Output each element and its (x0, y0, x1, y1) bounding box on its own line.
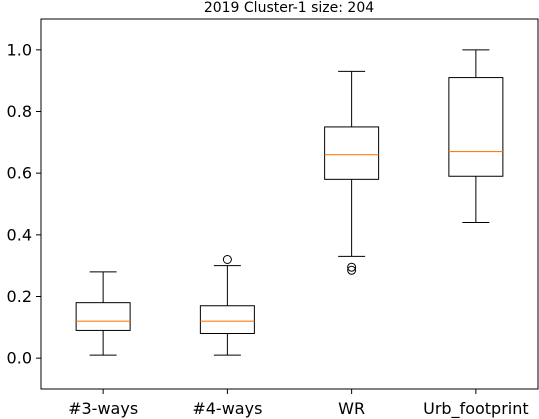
outlier-point (347, 262, 357, 272)
chart-title: 2019 Cluster-1 size: 204 (204, 0, 374, 16)
plot-area: 0.0 0.2 0.4 0.6 0.8 1.0 #3-ways #4-ways WR Urb_fo… (7, 40, 529, 419)
y-tick-label: 0.8 (7, 102, 32, 121)
box-wr (324, 126, 380, 180)
x-tick-label: #3-ways (68, 399, 138, 418)
y-tick-label: 0.6 (7, 164, 32, 183)
box--4-ways (199, 305, 255, 334)
axes-frame (40, 18, 539, 390)
y-tick-label: 1.0 (7, 40, 32, 59)
outlier-point (222, 255, 232, 264)
x-tick-label: WR (338, 399, 365, 418)
y-tick-label: 0.2 (7, 287, 32, 306)
box-urb-footprint (448, 77, 504, 177)
outlier-point (347, 265, 357, 275)
y-tick-label: 0.0 (7, 349, 32, 368)
y-tick-label: 0.4 (7, 225, 32, 244)
x-tick-label: #4-ways (192, 399, 262, 418)
box--3-ways (75, 302, 131, 331)
x-tick-label: Urb_footprint (423, 399, 529, 419)
